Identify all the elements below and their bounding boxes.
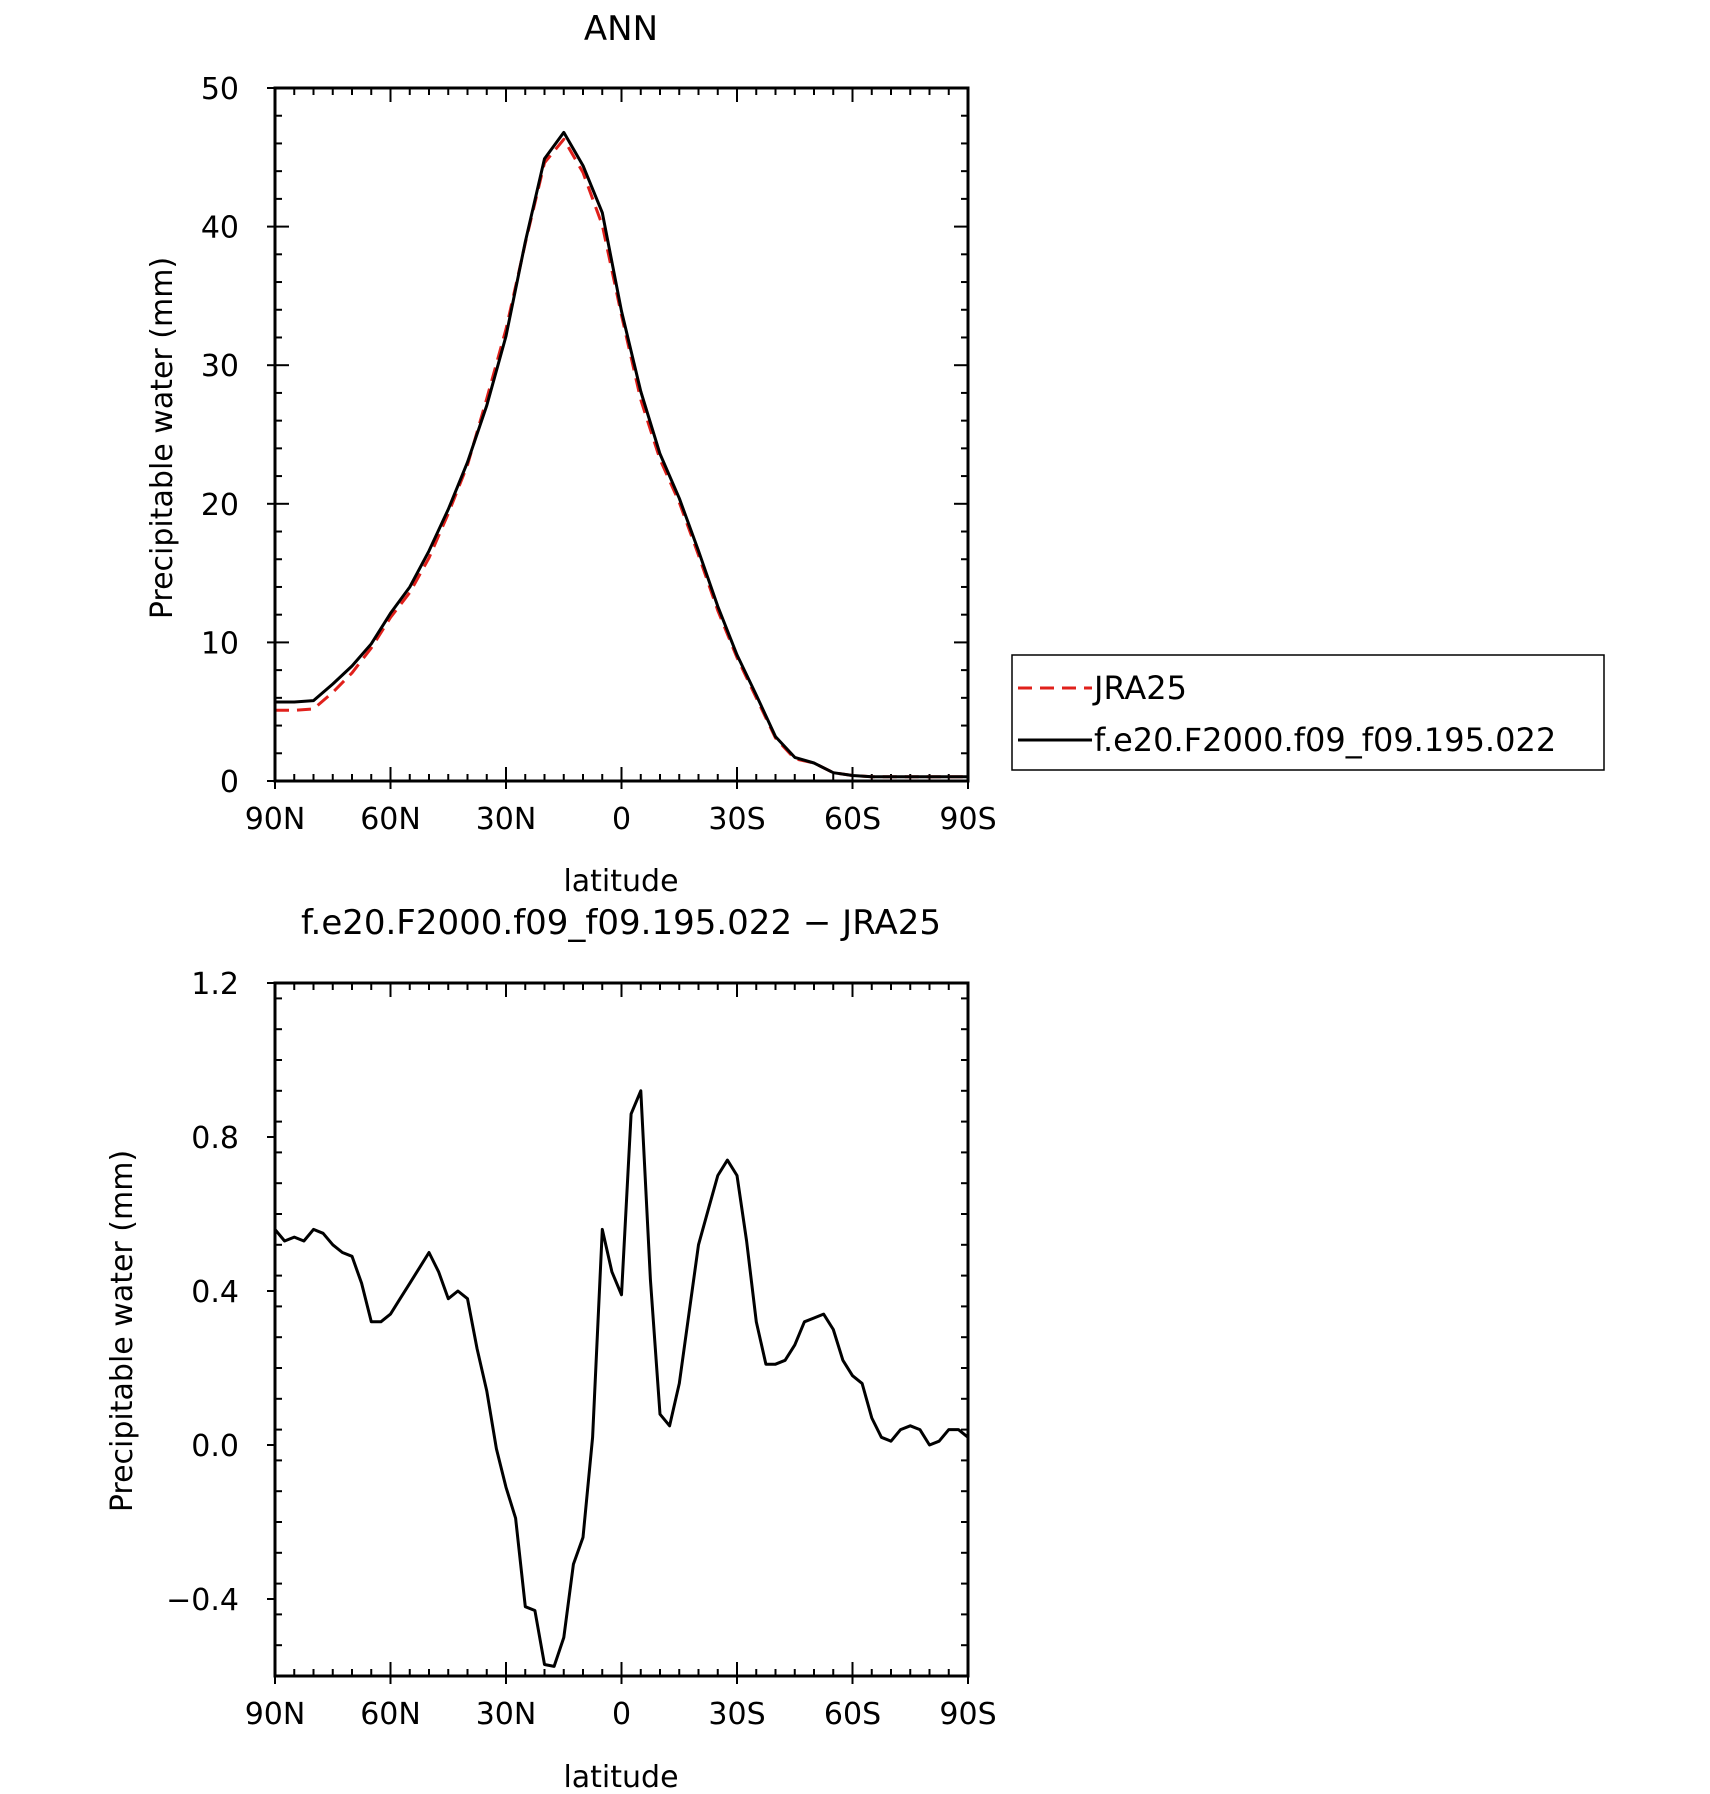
top-ticks: 90N 60N 30N 0 30S 60S 90S 0 10 20 30 40 50 [201,72,997,837]
bottom-series [273,1089,969,1668]
legend: JRA25 f.e20.F2000.f09_f09.195.022 [1011,654,1605,771]
bottom-y-tick-label: 0.0 [191,1429,239,1464]
bottom-series-line-difference [273,1089,969,1668]
top-y-axis-label: Precipitable water (mm) [145,257,180,619]
bottom-x-tick-label: 60N [360,1697,421,1732]
top-y-tick-label: 10 [201,626,239,661]
bottom-x-tick-label: 30S [708,1697,765,1732]
bottom-x-tick-label: 30N [476,1697,537,1732]
bottom-x-tick-label: 0 [612,1697,631,1732]
top-x-tick-label: 0 [612,802,631,837]
difference-panel: f.e20.F2000.f09_f09.195.022 − JRA25 Prec… [105,903,997,1794]
top-series-line-f-e20-f2000-f09-f09-195-022 [275,130,968,779]
bottom-plot-frame [273,981,970,1678]
bottom-y-tick-label: 0.8 [191,1121,239,1156]
top-x-tick-label: 90S [939,802,996,837]
top-chart-title: ANN [584,9,658,49]
top-y-tick-label: 40 [201,211,239,246]
mean-profile-panel: ANN Precipitable water (mm) latitude 90N… [145,9,1605,899]
bottom-x-tick-label: 90N [245,1697,306,1732]
top-x-tick-label: 30S [708,802,765,837]
bottom-x-tick-label: 60S [824,1697,881,1732]
bottom-chart-title: f.e20.F2000.f09_f09.195.022 − JRA25 [301,903,941,943]
top-series [275,130,968,779]
legend-label-jra25: JRA25 [1092,669,1187,707]
bottom-ticks: 90N 60N 30N 0 30S 60S 90S −0.4 0.0 0.4 0.8 1.2 [166,967,996,1732]
top-x-axis-label: latitude [563,864,678,899]
bottom-x-axis-label: latitude [563,1760,678,1794]
top-plot-frame [273,86,970,783]
top-y-tick-label: 0 [220,765,239,800]
bottom-y-tick-label: −0.4 [166,1583,239,1618]
bottom-y-tick-label: 0.4 [191,1275,239,1310]
top-x-tick-label: 90N [245,802,306,837]
top-y-tick-label: 50 [201,72,239,107]
top-x-tick-label: 60N [360,802,421,837]
top-y-tick-label: 20 [201,488,239,523]
bottom-x-tick-label: 90S [939,1697,996,1732]
legend-box [1011,654,1605,771]
bottom-y-axis-label: Precipitable water (mm) [105,1150,140,1512]
top-series-line-jra25 [275,137,968,779]
top-x-tick-label: 30N [476,802,537,837]
bottom-y-tick-label: 1.2 [191,967,239,1002]
legend-label-model: f.e20.F2000.f09_f09.195.022 [1094,721,1556,759]
top-x-tick-label: 60S [824,802,881,837]
top-y-tick-label: 30 [201,349,239,384]
